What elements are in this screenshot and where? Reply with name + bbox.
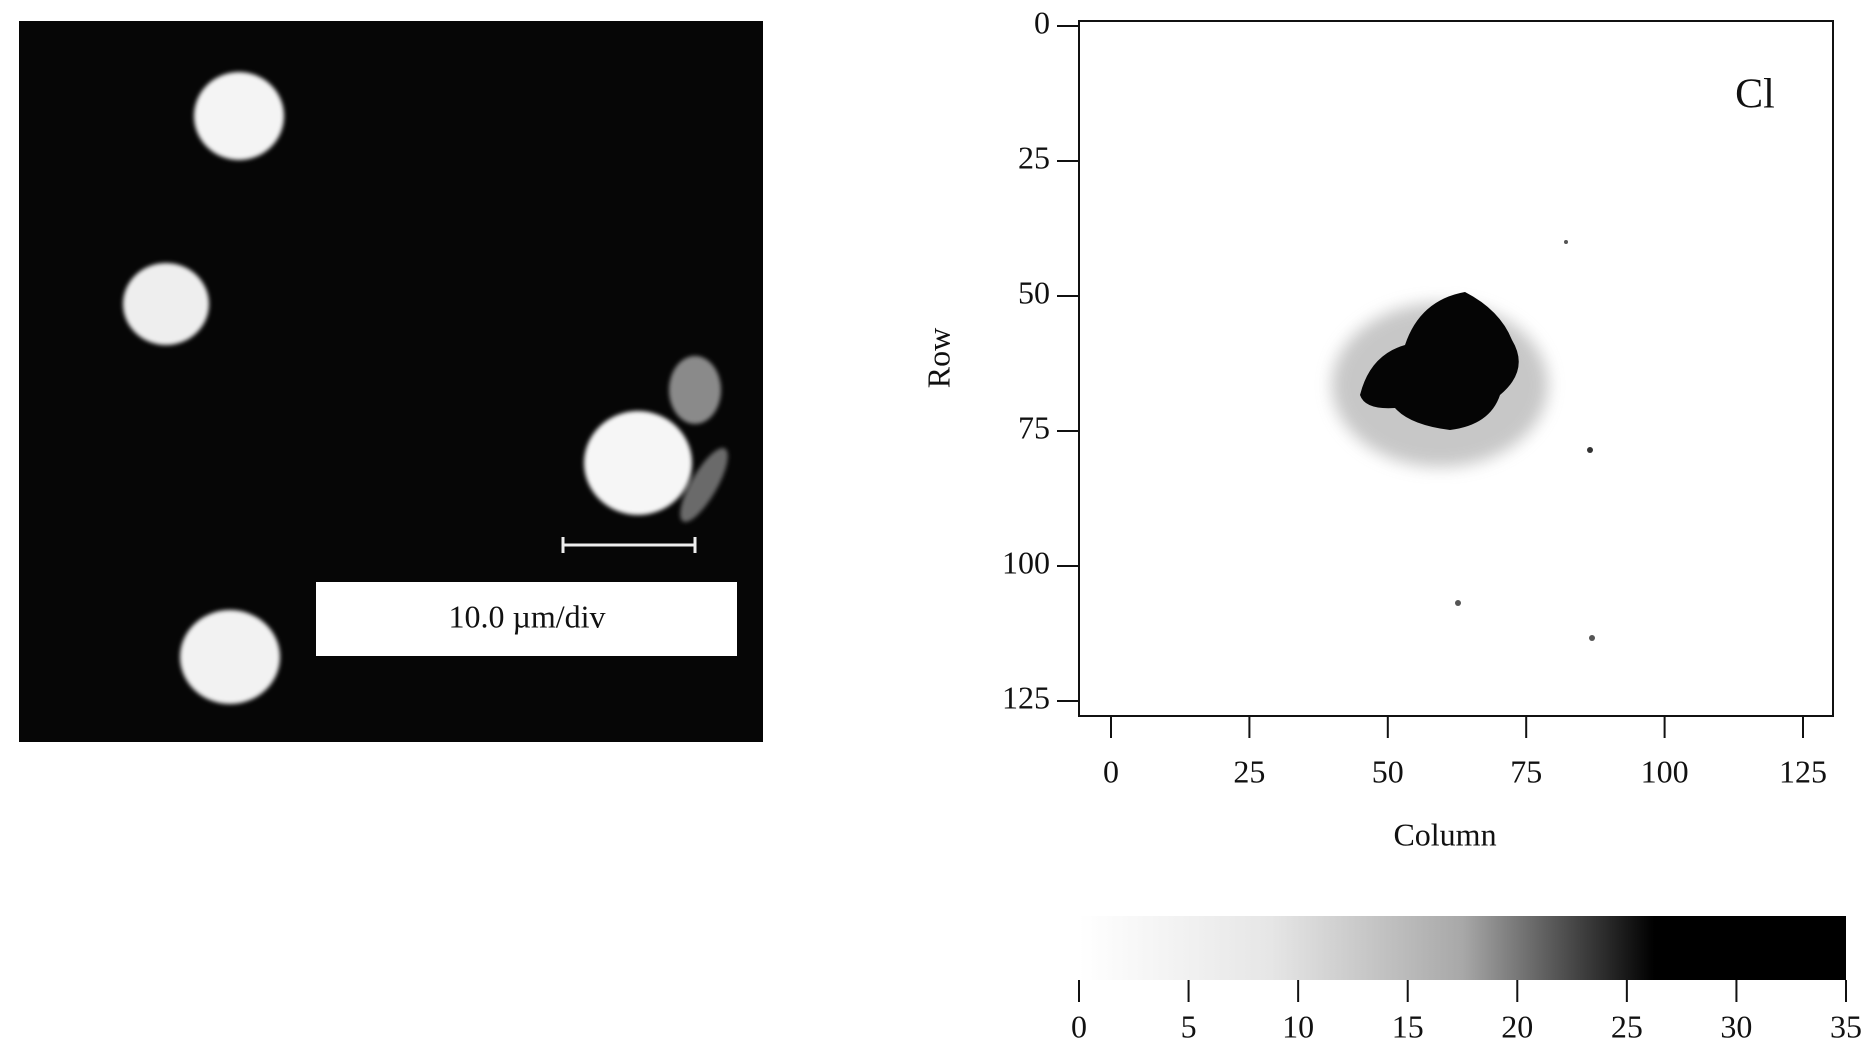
y-axis-label: Row xyxy=(920,328,956,388)
colorbar-tick-label: 0 xyxy=(1071,1008,1087,1044)
x-tick-label: 100 xyxy=(1641,753,1689,789)
particle xyxy=(123,263,209,345)
colorbar-tick-label: 35 xyxy=(1830,1008,1862,1044)
chlorine-map xyxy=(1332,240,1595,641)
scale-label: 10.0 µm/div xyxy=(448,598,605,634)
colorbar-tick-label: 10 xyxy=(1282,1008,1314,1044)
x-tick-label: 125 xyxy=(1779,753,1827,789)
y-tick-label: 0 xyxy=(1034,4,1050,40)
scale-bar xyxy=(561,537,697,553)
colorbar-tick-label: 15 xyxy=(1392,1008,1424,1044)
y-tick-label: 50 xyxy=(1018,274,1050,310)
x-axis-label: Column xyxy=(1393,816,1496,852)
colorbar-tick-label: 5 xyxy=(1181,1008,1197,1044)
y-tick-label: 100 xyxy=(1002,544,1050,580)
particle xyxy=(180,610,280,704)
y-tick-label: 125 xyxy=(1002,679,1050,715)
element-label: Cl xyxy=(1735,72,1775,118)
x-tick-label: 25 xyxy=(1233,753,1265,789)
colorbar-tick-label: 20 xyxy=(1501,1008,1533,1044)
heatmap: Cl Column Row xyxy=(920,20,1846,980)
particles xyxy=(123,72,728,704)
y-tick-label: 25 xyxy=(1018,139,1050,175)
speck xyxy=(1455,600,1461,606)
colorbar-tick-label: 25 xyxy=(1611,1008,1643,1044)
x-tick-label: 75 xyxy=(1510,753,1542,789)
speck xyxy=(1564,240,1568,244)
micrograph: 10.0 µm/div xyxy=(19,21,763,742)
dense-region xyxy=(1360,292,1519,430)
speck xyxy=(1589,635,1595,641)
colorbar-tick-label: 30 xyxy=(1720,1008,1752,1044)
y-tick-label: 75 xyxy=(1018,409,1050,445)
x-tick-label: 0 xyxy=(1103,753,1119,789)
particle xyxy=(669,356,721,424)
particle xyxy=(584,411,692,515)
speck xyxy=(1587,447,1593,453)
particle xyxy=(194,72,284,160)
plot-frame xyxy=(1078,20,1834,717)
x-tick-label: 50 xyxy=(1372,753,1404,789)
particle xyxy=(680,448,728,522)
scale-label-box xyxy=(316,582,737,656)
colorbar xyxy=(1079,916,1846,980)
